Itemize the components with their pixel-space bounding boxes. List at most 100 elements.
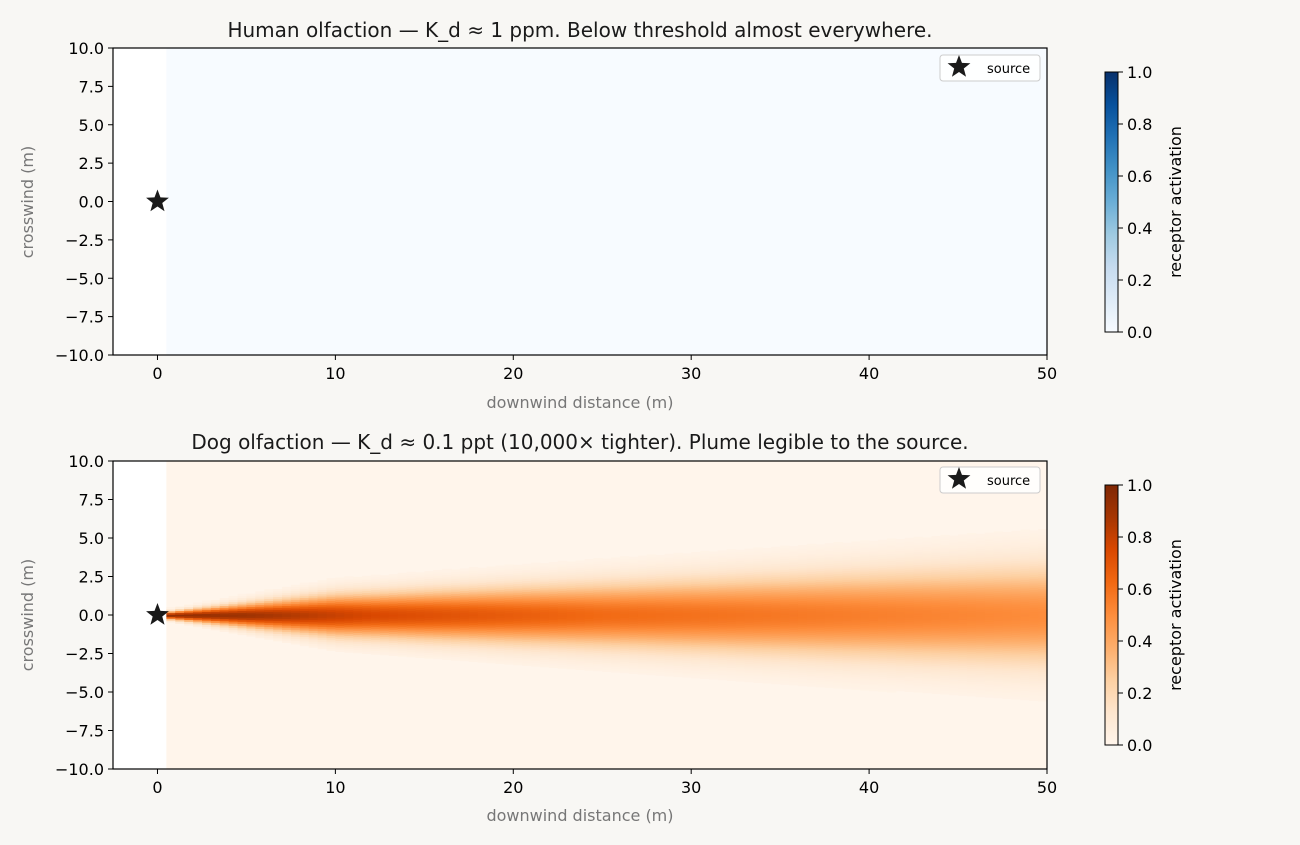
field-cell	[833, 662, 844, 665]
field-cell	[477, 623, 488, 626]
field-cell	[886, 688, 897, 691]
field-cell	[886, 544, 897, 547]
field-cell	[593, 589, 603, 592]
field-cell	[335, 592, 345, 595]
field-cell	[620, 670, 630, 674]
field-cell	[824, 556, 835, 559]
field-cell	[949, 561, 959, 564]
field-cell	[780, 610, 790, 613]
field-cell	[451, 600, 461, 604]
field-cell	[922, 581, 932, 585]
field-cell	[922, 672, 932, 675]
field-cell	[735, 608, 746, 612]
field-cell	[726, 552, 737, 556]
field-cell	[931, 610, 941, 613]
field-cell	[860, 680, 870, 684]
field-cell	[611, 659, 621, 662]
field-cell	[344, 629, 354, 633]
field-cell	[717, 635, 728, 638]
field-cell	[210, 603, 221, 607]
field-cell	[522, 622, 532, 626]
field-cell	[931, 613, 941, 617]
field-cell	[824, 680, 835, 683]
field-cell	[771, 585, 781, 589]
field-cell	[771, 561, 781, 565]
field-cell	[762, 599, 772, 603]
field-cell	[735, 669, 746, 673]
field-cell	[388, 612, 399, 616]
field-cell	[824, 646, 835, 650]
field-cell	[255, 632, 265, 635]
field-cell	[228, 629, 239, 632]
field-cell	[611, 635, 621, 638]
field-cell	[904, 565, 915, 569]
field-cell	[708, 590, 719, 593]
field-cell	[931, 628, 941, 631]
field-cell	[620, 641, 630, 644]
field-cell	[895, 542, 906, 546]
field-cell	[459, 590, 470, 593]
field-cell	[877, 646, 888, 650]
field-cell	[620, 617, 630, 620]
field-cell	[602, 643, 612, 647]
field-cell	[922, 566, 932, 570]
field-cell	[726, 676, 737, 680]
field-cell	[264, 602, 274, 605]
field-cell	[762, 679, 772, 682]
field-cell	[575, 617, 586, 621]
field-cell	[895, 642, 906, 646]
field-cell	[753, 600, 763, 604]
field-cell	[913, 643, 924, 647]
field-cell	[335, 588, 345, 591]
field-cell	[611, 614, 621, 618]
field-cell	[895, 601, 906, 605]
field-cell	[397, 589, 408, 592]
field-cell	[735, 649, 746, 653]
field-cell	[789, 662, 799, 666]
field-cell	[806, 684, 817, 687]
field-cell	[477, 599, 488, 602]
field-cell	[655, 599, 666, 602]
field-cell	[264, 600, 274, 603]
field-cell	[548, 621, 559, 624]
field-cell	[806, 571, 817, 574]
field-cell	[780, 564, 790, 567]
field-cell	[877, 621, 888, 624]
field-cell	[922, 633, 932, 636]
field-cell	[904, 549, 915, 552]
field-cell	[468, 587, 479, 590]
field-cell	[522, 600, 532, 604]
field-cell	[362, 627, 372, 630]
field-cell	[628, 640, 639, 643]
field-cell	[468, 633, 479, 637]
field-cell	[780, 632, 790, 635]
field-cell	[459, 616, 470, 619]
field-cell	[566, 576, 577, 579]
field-cell	[922, 570, 932, 574]
field-cell	[522, 652, 532, 655]
field-cell	[655, 651, 666, 654]
field-cell	[877, 548, 888, 552]
field-cell	[753, 588, 763, 591]
field-cell	[495, 652, 505, 655]
field-cell	[379, 575, 390, 578]
field-cell	[886, 627, 897, 630]
field-cell	[273, 609, 283, 612]
field-cell	[940, 564, 950, 567]
field-cell	[326, 594, 336, 598]
field-cell	[664, 589, 674, 592]
field-cell	[664, 616, 674, 620]
field-cell	[860, 658, 870, 661]
field-cell	[531, 573, 541, 577]
field-cell	[379, 630, 390, 634]
field-cell	[789, 555, 799, 558]
field-cell	[388, 631, 399, 634]
field-cell	[771, 631, 781, 635]
field-cell	[780, 656, 790, 659]
field-cell	[797, 617, 808, 620]
field-cell	[282, 616, 292, 619]
field-cell	[717, 616, 728, 620]
field-cell	[886, 682, 897, 686]
field-cell	[282, 614, 292, 618]
field-cell	[869, 561, 879, 564]
